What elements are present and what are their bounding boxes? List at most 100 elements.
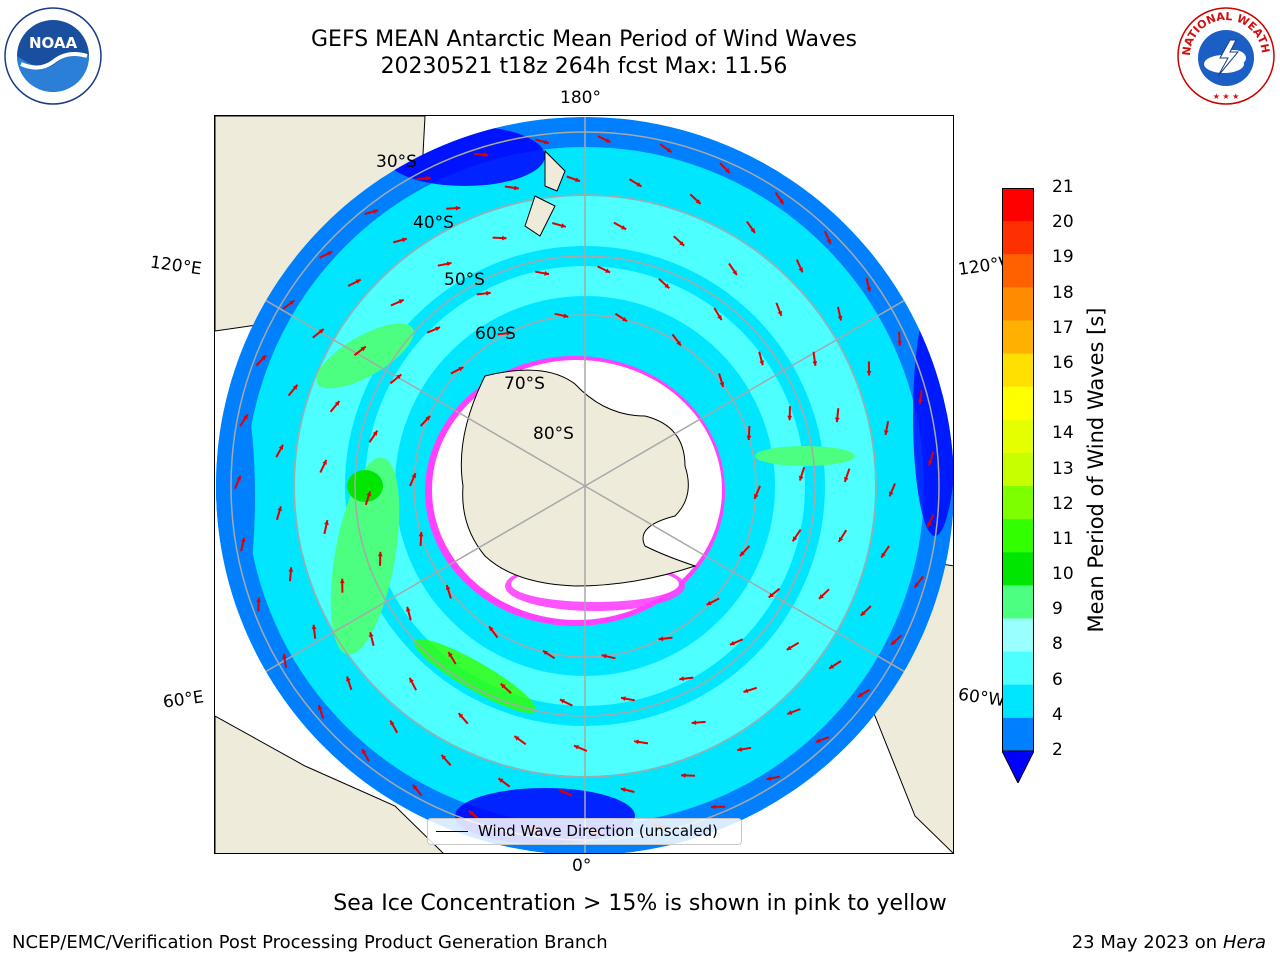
wind-arrow-head <box>288 567 294 572</box>
wind-arrow-head <box>468 810 474 816</box>
wind-arrow-head <box>798 267 803 273</box>
wind-arrow-head <box>458 367 464 372</box>
colorbar <box>1002 188 1034 783</box>
wind-arrow-head <box>826 239 831 244</box>
colorbar-tick-label: 17 <box>1052 317 1074 338</box>
wind-arrow-head <box>666 147 672 153</box>
wind-arrow-head <box>743 688 749 693</box>
wind-arrow-head <box>563 313 569 319</box>
colorbar-tick-label: 18 <box>1052 282 1074 303</box>
wind-arrow-head <box>282 654 287 659</box>
colorbar-tick-label: 2 <box>1052 740 1063 760</box>
wind-arrow-head <box>240 537 246 543</box>
wind-arrow-head <box>717 315 722 320</box>
lat-label-70s: 70°S <box>504 374 545 394</box>
wind-arrow-head <box>360 346 366 352</box>
lon-label-0: 0° <box>572 856 592 876</box>
wind-arrow-head <box>746 435 752 441</box>
wind-arrow-head <box>346 676 351 682</box>
wind-arrow-head <box>620 787 626 793</box>
lat-label-50s: 50°S <box>444 270 485 290</box>
colorbar-tick-label: 11 <box>1052 528 1074 549</box>
lon-label-60e: 60°E <box>161 687 206 713</box>
lon-label-120e: 120°E <box>148 252 203 280</box>
wind-arrow-head <box>838 536 844 542</box>
wind-arrow-head <box>317 705 323 710</box>
footer-host: Hera <box>1222 932 1266 953</box>
svg-text:NOAA: NOAA <box>29 34 78 52</box>
lon-label-180: 180° <box>560 88 601 108</box>
wind-arrow-head <box>621 696 626 701</box>
wind-arrow-head <box>866 371 872 376</box>
wind-arrow-head <box>390 720 395 726</box>
wind-arrow-head <box>489 626 494 632</box>
wind-arrow-head <box>368 632 374 637</box>
wind-arrow-head <box>373 209 379 214</box>
wind-arrow-head <box>311 624 317 630</box>
wind-arrow-head <box>425 415 431 421</box>
wind-arrow-head <box>412 784 418 790</box>
wind-arrow-head <box>768 592 774 598</box>
lon-label-60w: 60°W <box>956 684 1007 712</box>
colorbar-segment <box>1002 552 1034 586</box>
wind-arrow-head <box>441 754 447 760</box>
wind-arrow-head <box>498 778 504 783</box>
colorbar-segment <box>1002 353 1034 388</box>
wind-arrow-head <box>732 270 737 276</box>
wind-arrow-head <box>750 228 755 233</box>
wind-arrow-head <box>679 676 684 681</box>
wind-arrow-head <box>243 414 248 420</box>
wind-arrow-head <box>327 251 333 256</box>
wind-arrow-head <box>866 286 872 292</box>
wind-arrow-head <box>322 459 327 465</box>
colorbar-segment <box>1002 419 1034 454</box>
wind-arrow-head <box>398 299 404 304</box>
wind-arrow-head <box>897 341 903 346</box>
colorbar-segment <box>1002 684 1034 719</box>
colorbar-tick-label: 19 <box>1052 247 1074 268</box>
wind-arrow-head <box>418 531 424 537</box>
wind-arrow-head <box>928 460 933 466</box>
wind-arrow-head <box>837 315 843 321</box>
wind-arrow-head <box>411 473 416 479</box>
wind-arrow-head <box>445 585 451 590</box>
wind-wave-arrows <box>234 135 935 837</box>
wind-arrow-head <box>406 606 411 612</box>
lat-label-30s: 30°S <box>376 152 417 172</box>
wind-arrow-head <box>634 739 639 745</box>
wind-arrow-head <box>812 361 818 366</box>
wind-arrow-head <box>681 773 686 778</box>
wind-arrow-head <box>435 326 441 332</box>
footnote-sea-ice: Sea Ice Concentration > 15% is shown in … <box>333 891 947 916</box>
wind-arrow-head <box>362 749 367 755</box>
colorbar-tick-label: 21 <box>1052 177 1074 197</box>
wind-arrow-head <box>458 713 464 718</box>
wind-arrow-head <box>500 683 506 689</box>
new-zealand-land <box>524 149 566 237</box>
svg-text:★ ★ ★: ★ ★ ★ <box>1213 92 1240 101</box>
wind-arrow-head <box>575 177 580 182</box>
africa-land <box>215 715 444 853</box>
colorbar-tick-label: 9 <box>1052 599 1063 620</box>
map-canvas <box>215 116 953 853</box>
wind-arrow-head <box>719 382 725 387</box>
wind-arrow-head <box>396 374 402 380</box>
wind-arrow-head <box>514 185 519 191</box>
wind-arrow-head <box>798 475 804 481</box>
wind-arrow-head <box>664 283 670 289</box>
colorbar-tick-label: 8 <box>1052 634 1063 655</box>
wind-arrow-head <box>754 493 759 499</box>
wind-arrow-head <box>372 430 378 436</box>
colorbar-segment <box>1002 320 1034 355</box>
wind-arrow-head <box>256 597 261 602</box>
wind-arrow-head <box>559 789 565 794</box>
wind-arrow-head <box>355 279 361 284</box>
wind-arrow-head <box>544 139 549 145</box>
wind-arrow-head <box>377 551 383 557</box>
wind-arrow-head <box>889 491 894 497</box>
footer-date: 23 May 2023 on Hera <box>1072 932 1266 953</box>
wind-arrow-head <box>729 640 735 646</box>
nws-logo: NATIONAL WEATHER SERVICE ★ ★ ★ <box>1176 6 1275 105</box>
wind-arrow-head <box>339 578 345 584</box>
colorbar-tick-label: 15 <box>1052 388 1074 409</box>
